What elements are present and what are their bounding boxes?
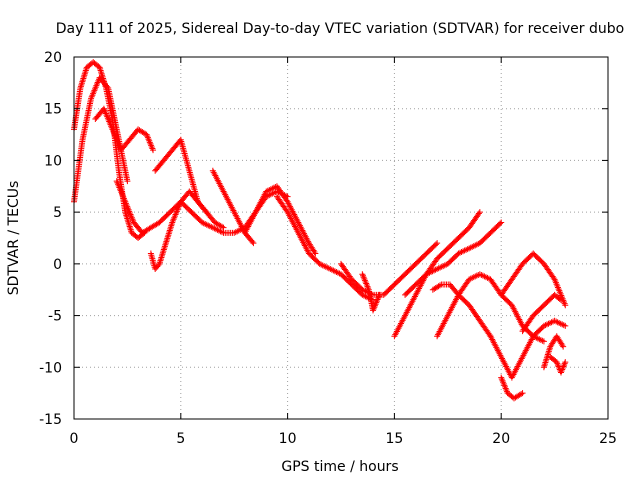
y-tick-label: 20 [44,50,62,66]
series-sat-n [402,219,505,298]
data-point [497,220,504,227]
data-point [561,362,568,369]
data-point [562,322,569,329]
data-point [434,240,441,247]
data-point [219,223,226,230]
data-point [220,224,227,231]
data-point [558,297,565,304]
y-axis-label: SDTVAR / TECUs [6,181,22,296]
data-point [561,360,568,367]
x-tick-label: 10 [279,431,297,447]
data-point [104,83,111,90]
data-point [283,207,290,214]
data-point [553,359,560,366]
data-point [560,343,567,350]
y-tick-label: 10 [44,153,62,169]
data-point [518,391,525,398]
data-point [559,342,566,349]
series-sat-m [391,209,483,340]
data-point [558,369,565,376]
data-point [311,249,318,256]
data-point [550,274,557,281]
data-point [540,338,547,345]
data-point [249,238,256,245]
data-point [376,291,383,298]
data-point [559,365,566,372]
data-point [476,209,483,216]
axis-ticks: 0 5 10 15 20 25 -15 -10 -5 0 5 10 15 20 [39,50,617,447]
data-point [250,240,257,247]
x-tick-label: 25 [599,431,617,447]
data-point [432,241,439,248]
series-sat-q [487,317,569,381]
data-point [554,360,561,367]
x-tick-label: 5 [176,431,185,447]
data-point [560,363,567,370]
data-point [554,362,561,369]
data-point [498,219,505,226]
series-sat-c [92,105,157,154]
data-point [558,367,565,374]
series-sat-v [547,353,569,376]
series-sat-r [498,250,569,309]
series-sat-p [429,281,494,340]
series-sat-f [152,136,227,231]
data-point [562,302,569,309]
x-axis-label: GPS time / hours [281,459,398,475]
x-tick-label: 20 [492,431,510,447]
y-tick-label: -5 [48,309,62,325]
data-point [559,366,566,373]
data-point [562,359,569,366]
data-point [283,197,290,204]
data-point [436,282,443,289]
y-tick-label: 5 [53,205,62,221]
plot-frame [73,56,609,420]
data-point [124,178,131,185]
data-point [486,331,493,338]
series-sat-u [540,333,567,371]
x-tick-label: 0 [70,431,79,447]
data-point [312,250,319,257]
data-point [150,147,157,154]
chart-title: Day 111 of 2025, Sidereal Day-to-day VTE… [56,21,624,37]
y-tick-label: 15 [44,102,62,118]
series-sat-i [241,183,319,257]
series-sat-t [519,291,565,335]
series-sat-o [434,271,547,345]
data-point [519,390,526,397]
x-tick-label: 15 [385,431,403,447]
series-sat-l [359,271,383,314]
data-point [556,296,563,303]
data-marks [71,59,569,402]
y-tick-label: -10 [39,360,62,376]
y-tick-label: -15 [39,412,62,428]
data-point [475,210,482,217]
y-tick-label: 0 [53,257,62,273]
series-sat-s [498,374,526,402]
